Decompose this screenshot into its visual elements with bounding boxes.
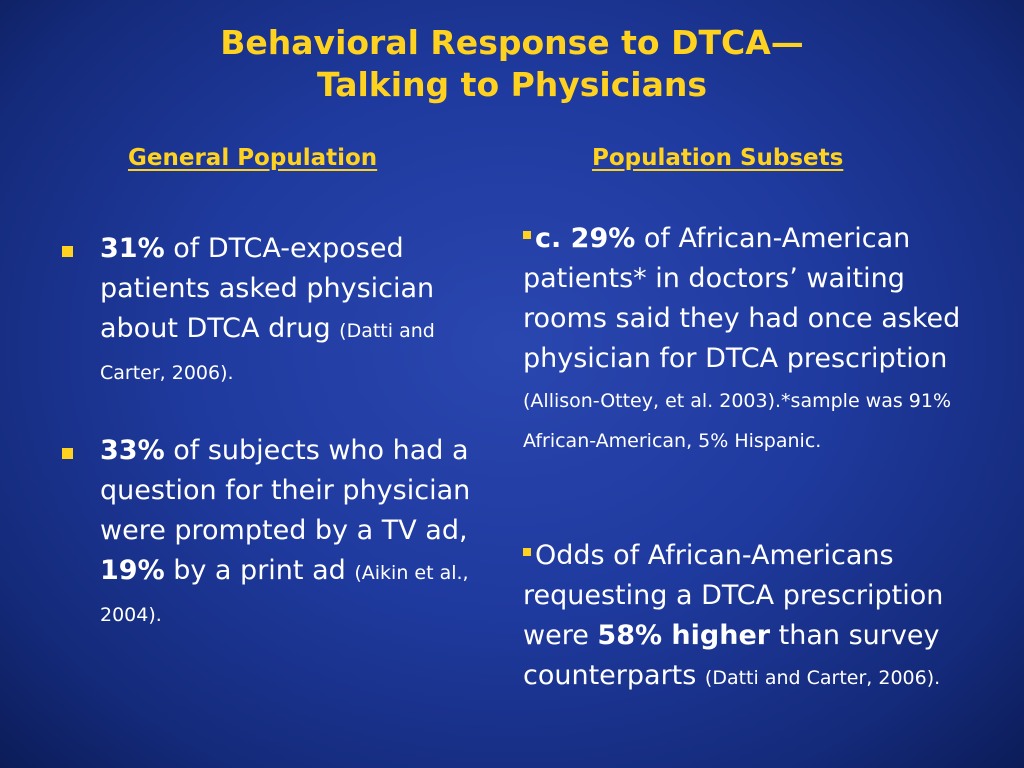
stat-value: 31% <box>100 233 165 264</box>
slide-title: Behavioral Response to DTCA— Talking to … <box>0 22 1024 106</box>
stat-value: 58% higher <box>597 620 771 651</box>
general-population-heading: General Population <box>128 145 378 171</box>
square-bullet-icon <box>62 448 73 459</box>
list-item: 33% of subjects who had a question for t… <box>62 431 502 635</box>
item-text-2: by a print ad <box>164 555 355 586</box>
list-item: 31% of DTCA-exposed patients asked physi… <box>62 229 502 393</box>
item-text: of DTCA-exposed patients asked physician… <box>100 233 435 344</box>
slide-title-line-1: Behavioral Response to DTCA— <box>220 23 804 62</box>
square-bullet-icon <box>523 231 531 239</box>
stat-value: 33% <box>100 435 165 466</box>
citation: (Datti and Carter, 2006). <box>704 667 941 689</box>
item-text: of subjects who had a question for their… <box>100 435 471 546</box>
subset-item-2: Odds of African-Americans requesting a D… <box>523 536 968 696</box>
square-bullet-icon <box>523 548 531 556</box>
square-bullet-icon <box>62 246 73 257</box>
stat-value: c. 29% <box>535 223 636 254</box>
slide-title-line-2: Talking to Physicians <box>316 65 708 104</box>
item-text: Odds of African-Americans requesting a D… <box>523 540 944 651</box>
item-text: of African-American patients* in doctors… <box>523 223 961 374</box>
stat-value-2: 19% <box>100 555 165 586</box>
population-subsets-heading: Population Subsets <box>592 145 844 171</box>
general-population-list: 31% of DTCA-exposed patients asked physi… <box>62 229 502 635</box>
citation: (Datti and Carter, 2006). <box>100 320 435 384</box>
citation: (Aikin et al., 2004). <box>100 562 469 626</box>
item-text-2: than survey counterparts <box>523 620 940 691</box>
subset-item-1: c. 29% of African-American patients* in … <box>523 219 968 459</box>
citation: (Allison-Ottey, et al. 2003).*sample was… <box>523 390 952 452</box>
